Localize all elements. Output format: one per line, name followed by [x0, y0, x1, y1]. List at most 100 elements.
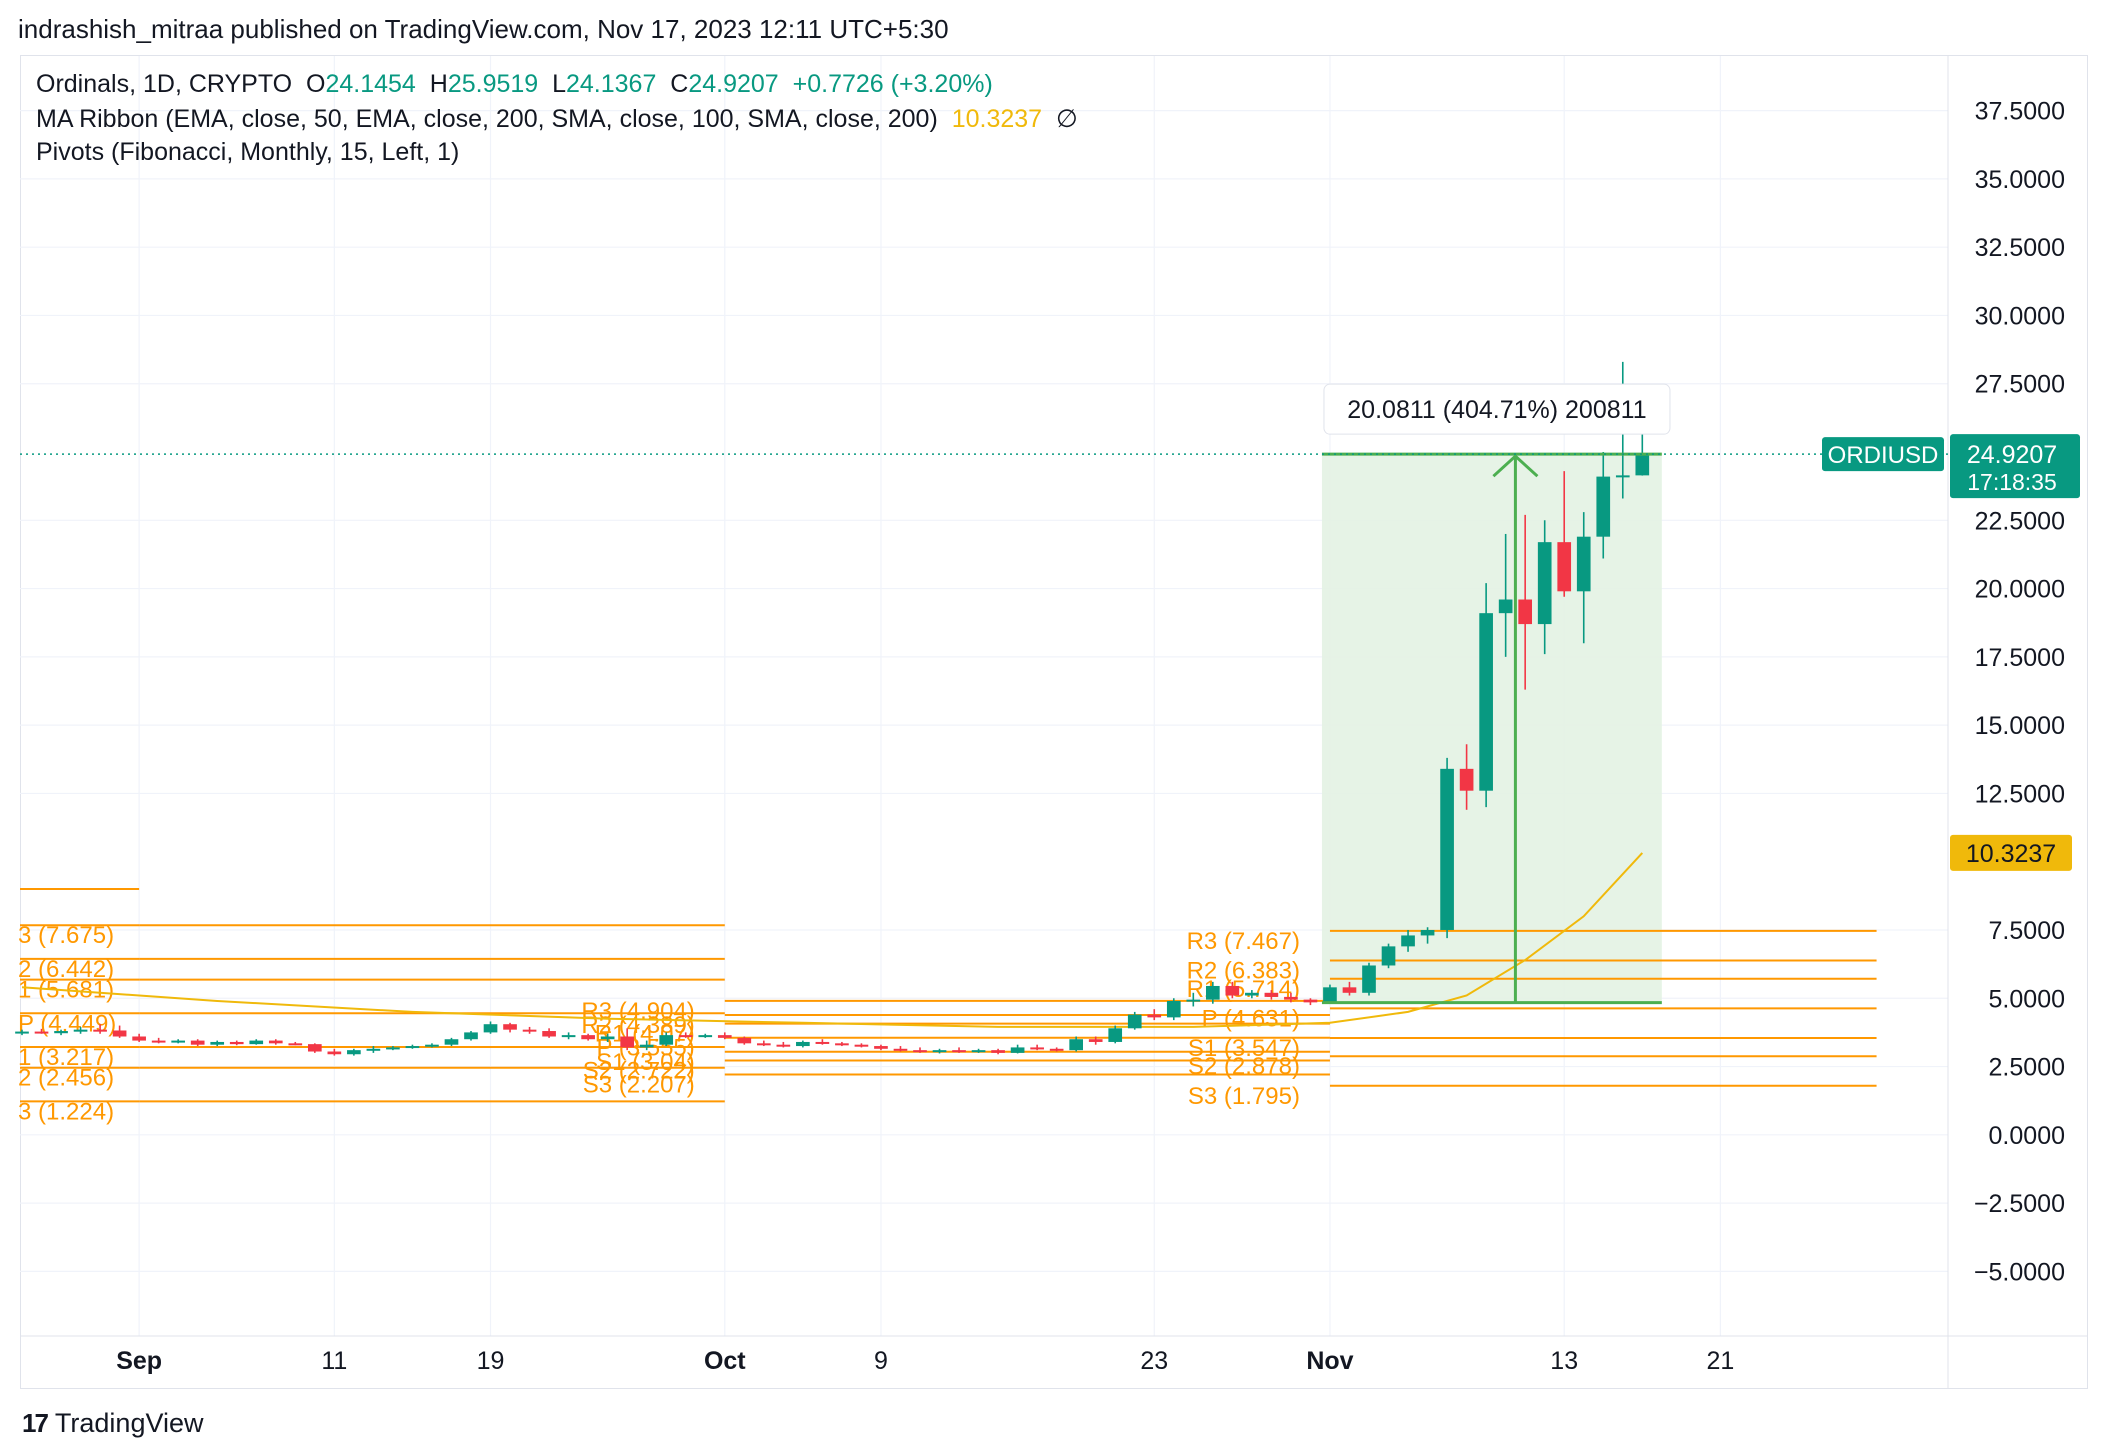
candle	[581, 1033, 595, 1041]
candle-body	[1576, 536, 1591, 592]
candle	[268, 1039, 283, 1045]
legend-pivots-label: Pivots (Fibonacci, Monthly, 15, Left, 1)	[36, 138, 460, 166]
candle-body	[1381, 946, 1396, 966]
price-tick-label: 27.5000	[1975, 371, 2065, 399]
candle-body	[15, 1031, 29, 1034]
price-tick-label: −5.0000	[1974, 1258, 2065, 1286]
candles	[15, 361, 1650, 1056]
legend-close-label: C	[670, 70, 689, 98]
candle-body	[1245, 992, 1259, 996]
candle-body	[737, 1037, 752, 1044]
candle	[307, 1043, 322, 1053]
price-axis: 37.5000 35.0000 32.5000 30.0000 27.5000 22.50…	[1974, 98, 2065, 1287]
candle	[171, 1039, 186, 1044]
candle	[1264, 990, 1279, 1000]
legend-high-label: H	[429, 70, 448, 98]
ma-ribbon-line	[21, 852, 1644, 1028]
candle-body	[1069, 1039, 1084, 1051]
price-tick-label: 17.5000	[1975, 644, 2065, 672]
candle-body	[796, 1041, 810, 1047]
hidden-icon[interactable]: ∅	[1055, 105, 1078, 133]
candle-body	[542, 1031, 556, 1037]
price-tick-label: 2.5000	[1989, 1054, 2065, 1082]
candle-body	[1420, 929, 1435, 936]
legend-ma-ribbon-row[interactable]: MA Ribbon (EMA, close, 50, EMA, close, 2…	[36, 104, 1078, 134]
candle-body	[1264, 992, 1279, 997]
chart-frame[interactable]	[20, 55, 2088, 1389]
tradingview-footer[interactable]: 17 TradingView	[22, 1408, 204, 1439]
legend-pivots-row[interactable]: Pivots (Fibonacci, Monthly, 15, Left, 1)	[36, 138, 459, 167]
candle	[1245, 990, 1259, 999]
candle-body	[132, 1036, 146, 1041]
candle-body	[1323, 987, 1337, 1003]
time-tick-label: Sep	[116, 1347, 162, 1375]
candle	[991, 1048, 1005, 1055]
candle	[405, 1044, 420, 1049]
pivot-label: 3 (1.224)	[18, 1098, 114, 1125]
candle-body	[112, 1030, 127, 1037]
candle	[151, 1037, 166, 1044]
candle-body	[893, 1048, 908, 1051]
candle	[444, 1037, 459, 1047]
candle-body	[971, 1050, 986, 1053]
last-price-badge	[1950, 434, 2080, 499]
ma-price-value: 10.3237	[1966, 840, 2056, 868]
candle	[835, 1041, 849, 1047]
candle-body	[54, 1031, 68, 1034]
candle-body	[444, 1039, 459, 1045]
candle	[542, 1028, 556, 1038]
pivot-label: 3 (7.675)	[18, 922, 114, 949]
price-tick-label: 7.5000	[1989, 917, 2065, 945]
candle	[503, 1022, 517, 1033]
candle-body	[1030, 1047, 1044, 1050]
candle-body	[1205, 985, 1220, 1000]
pivot-label: S2 (2.878)	[1188, 1053, 1300, 1080]
pivot-label: S2 (2.722)	[583, 1057, 695, 1084]
legend-open-label: O	[306, 70, 326, 98]
candle	[1284, 992, 1298, 1003]
pivot-label: 2 (6.442)	[18, 956, 114, 983]
candle	[1186, 992, 1201, 1007]
candle-body	[366, 1048, 381, 1051]
candle	[1596, 452, 1611, 559]
candle	[1147, 1009, 1162, 1021]
candle-body	[1401, 935, 1415, 947]
time-tick-label: 19	[477, 1347, 505, 1375]
pivot-label: S3 (1.795)	[1188, 1083, 1300, 1110]
candle	[112, 1025, 127, 1038]
candle-body	[698, 1035, 713, 1038]
candle	[1440, 757, 1454, 939]
candle-body	[1108, 1028, 1123, 1042]
candle-body	[1342, 987, 1357, 993]
candle-body	[307, 1044, 322, 1052]
candle	[561, 1032, 576, 1040]
bar-countdown: 17:18:35	[1967, 469, 2057, 495]
legend-ma-ribbon-value: 10.3237	[951, 105, 1043, 133]
price-tick-label: 15.0000	[1975, 712, 2065, 740]
candle-body	[1518, 599, 1533, 625]
candle	[15, 1029, 29, 1036]
candle	[1459, 744, 1474, 810]
candle-body	[1459, 768, 1474, 791]
legend-change: +0.7726 (+3.20%)	[792, 70, 993, 98]
candle	[1557, 471, 1572, 597]
candle	[796, 1040, 810, 1048]
price-tick-label: 30.0000	[1975, 302, 2065, 330]
candle	[932, 1048, 947, 1054]
candle	[1030, 1044, 1044, 1051]
candle-body	[503, 1024, 517, 1030]
candle-body	[229, 1041, 244, 1045]
pivot-label: R2 (4.389)	[581, 1012, 694, 1039]
candle-body	[190, 1040, 205, 1045]
candle	[737, 1036, 752, 1045]
candle-body	[1303, 999, 1318, 1003]
candle	[1362, 962, 1376, 996]
candle	[1381, 943, 1396, 969]
measure-arrow-head	[1492, 454, 1539, 478]
time-tick-label: Oct	[704, 1347, 746, 1375]
pivot-label: P (4.449)	[18, 1010, 116, 1037]
candle	[54, 1029, 68, 1036]
price-tick-label: 20.0000	[1975, 576, 2065, 604]
pivot-label: R2 (6.383)	[1187, 957, 1300, 984]
